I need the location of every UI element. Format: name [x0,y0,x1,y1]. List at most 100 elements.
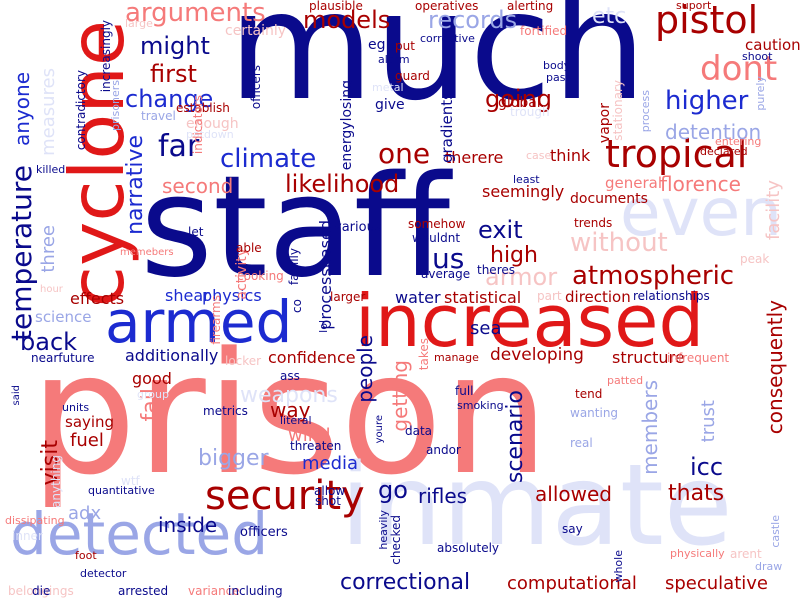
cloud-word-theres: theres [477,263,515,277]
cloud-word-inmate: inmate [340,441,733,571]
cloud-word-narrative: narrative [123,135,148,235]
cloud-word-increased: increased [355,279,705,363]
cloud-word-youre: youre [374,415,385,444]
cloud-word-castle: castle [769,515,782,548]
cloud-word-much: much [228,0,647,134]
cloud-word-vapor: vapor [597,103,613,144]
cloud-word-prison: prison [30,316,550,512]
cloud-word-even: even [620,174,783,251]
cloud-word-armor: armor [485,263,558,291]
cloud-word-nearfuture: nearfuture [31,351,95,365]
cloud-word-water: water [395,288,441,307]
cloud-word-statistical: statistical [444,288,522,307]
cloud-word-smoking: smoking [457,399,504,412]
cloud-word-high: high [490,243,538,268]
cloud-word-say: say [562,522,583,536]
cloud-word-weapons: weapons [240,383,338,408]
cloud-word-dont: dont [700,49,778,89]
cloud-word-process: process [639,90,652,133]
cloud-word-dissipating: dissipating [5,514,65,527]
cloud-word-security: security [205,473,365,519]
cloud-word-operatives: operatives [415,0,479,13]
cloud-word-trust: trust [698,400,719,443]
cloud-word-measures: measures [38,68,59,156]
cloud-word-co: co [290,299,304,313]
cloud-word-climate: climate [220,144,317,174]
cloud-word-stationary: stationary [611,80,625,141]
cloud-word-speculative: speculative [665,573,768,594]
cloud-word-shear: shear [165,286,210,305]
cloud-word-takes: takes [417,338,431,371]
cloud-word-die: die [32,584,51,598]
cloud-word-arrested: arrested [118,584,169,598]
cloud-word-real: real [570,436,593,450]
cloud-word-officers: officers [249,65,263,110]
cloud-word-effects: effects [70,289,125,308]
cloud-word-part: part [537,289,562,303]
cloud-word-guard: guard [395,69,430,83]
cloud-word-suport: suport [676,0,712,12]
cloud-word-foot: foot [75,549,97,562]
cloud-word-tropical: tropical [605,132,748,176]
cloud-word-family: family [287,248,301,286]
cloud-word-global: global [498,95,541,111]
cloud-word-belongings: belongings [8,584,74,598]
cloud-word-give: give [375,97,405,113]
cloud-word-checked: checked [389,515,403,565]
cloud-word-body: body [543,59,571,72]
cloud-word-anyone: anyone [10,72,34,146]
cloud-word-quantitative: quantitative [88,484,155,497]
cloud-word-icc: icc [690,453,724,481]
cloud-word-full: full [455,384,474,398]
cloud-word-able: able [236,241,262,255]
cloud-word-corrective: corrective [420,32,475,45]
cloud-word-officers: officers [240,525,288,540]
cloud-word-change: change [125,85,214,113]
cloud-word-andor: andor [426,443,461,457]
cloud-word-contradictory: contradictory [74,70,88,151]
cloud-word-wind: wind [288,425,331,446]
cloud-word-lol: lol [317,320,330,333]
cloud-word-locker: locker [225,354,262,368]
cloud-word-various: various [334,220,382,235]
cloud-word-whole: whole [612,550,625,583]
cloud-word-trough: trough [510,105,550,119]
cloud-word-ass: ass [280,369,300,383]
cloud-word-records: records [428,6,518,34]
cloud-word-plausible: plausible [309,0,363,13]
cloud-word-getting: getting [388,360,412,432]
cloud-word-gradients: gradients [438,92,456,164]
cloud-word-second: second [162,174,234,198]
cloud-word-thats: thats [668,481,725,506]
cloud-word-relationships: relationships [633,289,710,303]
cloud-word-shot: shot [315,494,341,508]
cloud-word-heavily: heavily [377,510,390,550]
cloud-word-allowed: allowed [535,482,612,506]
cloud-word-us: us [432,242,465,275]
cloud-word-going: going [485,85,553,113]
cloud-word-put: put [395,39,415,53]
cloud-word-people: people [353,335,377,403]
cloud-word-rifles: rifles [418,484,468,508]
cloud-word-pass: pass [546,71,572,84]
cloud-word-establish: establish [176,101,230,115]
cloud-word-threaten: threaten [290,439,342,453]
cloud-word-temperature: temperature [5,165,38,341]
cloud-word-anything: anything [49,455,63,508]
cloud-word-cooking: cooking [237,269,284,283]
cloud-word-atmospheric: atmospheric [572,261,735,291]
cloud-word-average: average [421,267,471,281]
cloud-word-purely: purely [754,76,767,111]
cloud-word-saying: saying [65,413,115,431]
cloud-word-case: case [526,149,552,162]
cloud-word-good: good [132,369,172,388]
cloud-word-group: group [137,388,169,401]
cloud-word-killed: killed [36,163,66,176]
cloud-word-higher: higher [665,86,749,116]
cloud-word-processbased: processbased [316,220,335,330]
cloud-word-without: without [570,228,668,258]
cloud-word-peak: peak [740,252,770,266]
cloud-word-staff: staff [140,146,451,309]
cloud-word-alerting: alerting [507,0,554,13]
